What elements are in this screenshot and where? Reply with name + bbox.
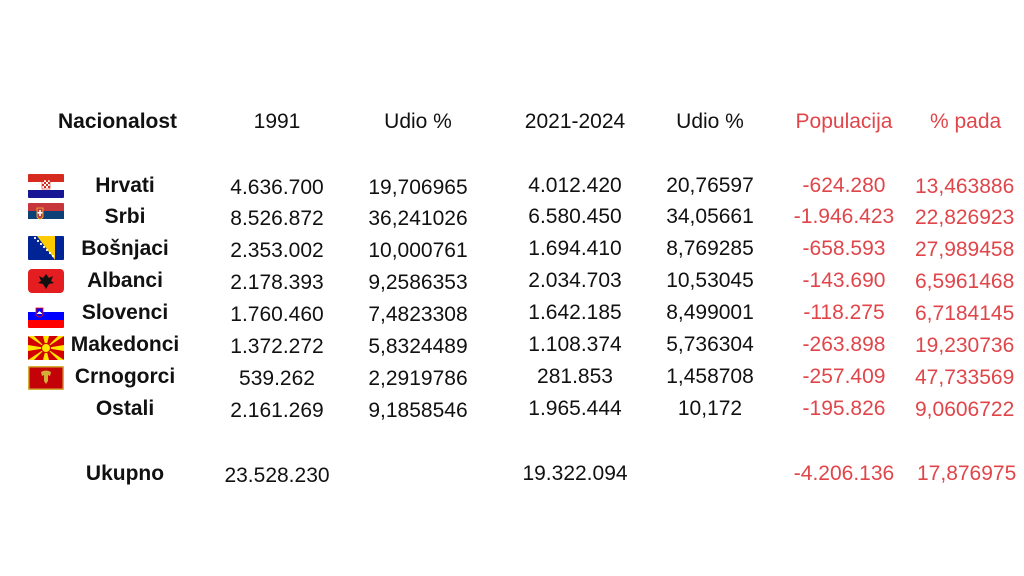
header-share-2021: Udio % xyxy=(676,110,744,133)
row-pop-1991: 1.372.272 xyxy=(230,335,324,358)
row-decline: 9,0606722 xyxy=(915,398,1015,421)
montenegro-flag-icon xyxy=(28,366,64,390)
row-change: -143.690 xyxy=(802,269,886,292)
row-nationality: Slovenci xyxy=(81,301,169,324)
row-decline: 47,733569 xyxy=(915,366,1015,389)
croatia-flag-icon xyxy=(28,174,64,198)
row-decline: 27,989458 xyxy=(915,238,1015,261)
row-share-2021: 34,05661 xyxy=(666,205,754,228)
row-share-2021: 1,458708 xyxy=(666,365,754,388)
header-nationality: Nacionalost xyxy=(58,110,178,133)
row-pop-1991: 4.636.700 xyxy=(230,176,324,199)
row-share-2021: 10,172 xyxy=(677,397,743,420)
row-pop-1991: 2.161.269 xyxy=(230,399,324,422)
total-label: Ukupno xyxy=(85,462,165,485)
albania-flag-icon xyxy=(28,269,64,293)
row-change: -195.826 xyxy=(802,397,886,420)
row-pop-2021: 281.853 xyxy=(537,365,613,388)
macedonia-flag-icon xyxy=(28,336,64,360)
row-share-1991: 5,8324489 xyxy=(368,335,468,358)
header-population-change: Populacija xyxy=(795,110,893,133)
row-change: -118.275 xyxy=(803,301,885,324)
row-nationality: Hrvati xyxy=(95,174,155,197)
row-share-2021: 8,499001 xyxy=(666,301,754,324)
row-change: -257.409 xyxy=(802,365,886,388)
row-decline: 13,463886 xyxy=(915,175,1015,198)
total-pop-1991: 23.528.230 xyxy=(224,464,330,487)
row-decline: 6,5961468 xyxy=(915,270,1015,293)
header-share-1991: Udio % xyxy=(384,110,452,133)
row-pop-1991: 8.526.872 xyxy=(230,207,324,230)
row-change: -263.898 xyxy=(802,333,886,356)
header-1991: 1991 xyxy=(253,110,301,133)
row-share-2021: 8,769285 xyxy=(666,237,754,260)
row-pop-2021: 1.108.374 xyxy=(528,333,622,356)
row-nationality: Srbi xyxy=(104,205,146,228)
row-pop-2021: 6.580.450 xyxy=(528,205,622,228)
row-nationality: Crnogorci xyxy=(74,365,176,388)
total-decline: 17,876975 xyxy=(917,462,1017,485)
row-pop-1991: 2.178.393 xyxy=(230,271,324,294)
total-pop-2021: 19.322.094 xyxy=(522,462,628,485)
bosnia-flag-icon xyxy=(28,236,64,260)
serbia-flag-icon xyxy=(28,203,64,227)
row-pop-1991: 2.353.002 xyxy=(230,239,324,262)
row-pop-2021: 2.034.703 xyxy=(528,269,622,292)
row-pop-2021: 1.694.410 xyxy=(528,237,622,260)
row-decline: 6,7184145 xyxy=(915,302,1015,325)
row-share-1991: 19,706965 xyxy=(368,176,468,199)
row-pop-2021: 4.012.420 xyxy=(528,174,622,197)
row-share-2021: 5,736304 xyxy=(666,333,754,356)
row-pop-2021: 1.642.185 xyxy=(528,301,622,324)
row-share-1991: 7,4823308 xyxy=(368,303,468,326)
row-share-2021: 10,53045 xyxy=(666,269,754,292)
row-change: -658.593 xyxy=(802,237,886,260)
row-pop-2021: 1.965.444 xyxy=(528,397,622,420)
row-share-2021: 20,76597 xyxy=(666,174,754,197)
row-pop-1991: 1.760.460 xyxy=(230,303,324,326)
total-change: -4.206.136 xyxy=(793,462,895,485)
row-share-1991: 10,000761 xyxy=(368,239,468,262)
row-nationality: Makedonci xyxy=(70,333,180,356)
row-share-1991: 2,2919786 xyxy=(368,367,468,390)
row-nationality: Ostali xyxy=(95,397,155,420)
row-share-1991: 9,2586353 xyxy=(368,271,468,294)
row-nationality: Bošnjaci xyxy=(81,237,169,260)
row-decline: 22,826923 xyxy=(915,206,1015,229)
header-2021-2024: 2021-2024 xyxy=(524,110,626,133)
row-decline: 19,230736 xyxy=(915,334,1015,357)
row-change: -1.946.423 xyxy=(793,205,895,228)
row-change: -624.280 xyxy=(802,174,886,197)
row-pop-1991: 539.262 xyxy=(239,367,315,390)
row-share-1991: 9,1858546 xyxy=(368,399,468,422)
slovenia-flag-icon xyxy=(28,304,64,328)
row-share-1991: 36,241026 xyxy=(368,207,468,230)
header-decline-percent: % pada xyxy=(930,110,1002,133)
row-nationality: Albanci xyxy=(87,269,163,292)
